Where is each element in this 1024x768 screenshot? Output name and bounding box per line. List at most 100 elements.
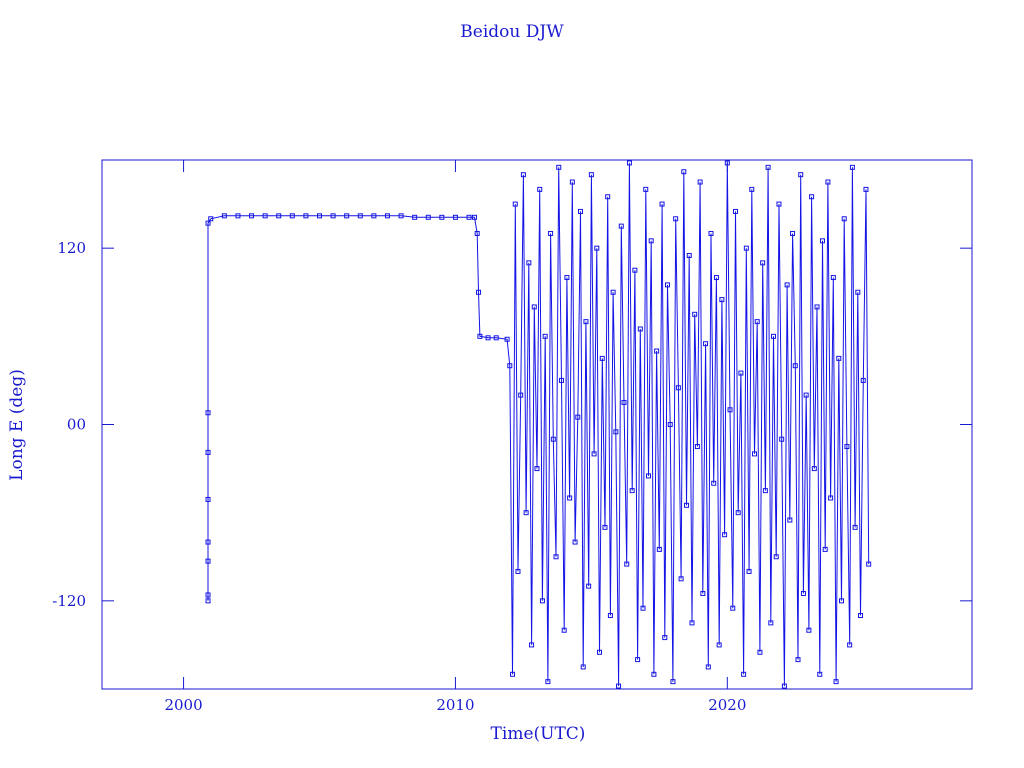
data-point xyxy=(412,214,418,220)
data-point xyxy=(575,414,581,420)
data-point xyxy=(724,160,730,166)
data-point xyxy=(330,213,336,219)
data-point xyxy=(466,214,472,220)
data-point xyxy=(752,451,757,457)
data-point xyxy=(659,201,665,207)
data-point xyxy=(637,326,643,332)
data-point xyxy=(844,444,850,450)
data-point xyxy=(289,213,295,219)
data-point xyxy=(675,385,681,391)
data-point xyxy=(398,213,404,219)
data-point xyxy=(819,238,825,244)
data-point xyxy=(841,216,847,222)
data-point xyxy=(645,473,651,479)
data-point xyxy=(719,297,725,303)
data-point xyxy=(779,436,785,442)
data-point xyxy=(667,422,673,427)
data-point xyxy=(768,620,774,626)
data-point xyxy=(588,172,594,178)
data-point xyxy=(344,213,350,219)
data-point xyxy=(357,213,363,219)
data-point xyxy=(765,164,771,170)
data-point xyxy=(632,267,638,273)
data-point xyxy=(586,583,592,589)
data-point xyxy=(262,213,268,219)
data-point xyxy=(564,275,570,281)
data-point xyxy=(697,179,703,185)
data-point xyxy=(303,213,309,219)
data-point xyxy=(599,355,605,361)
data-point xyxy=(493,335,499,341)
data-point xyxy=(749,186,755,192)
data-point xyxy=(798,172,804,178)
data-point xyxy=(629,488,635,494)
data-point xyxy=(743,245,749,251)
x-tick-label: 2010 xyxy=(436,696,474,714)
data-point xyxy=(673,216,679,222)
data-point xyxy=(539,598,545,604)
data-point xyxy=(811,466,817,472)
data-point xyxy=(471,214,477,220)
data-point xyxy=(317,213,322,219)
data-point xyxy=(771,333,777,339)
data-point xyxy=(640,605,646,611)
y-tick-label: 120 xyxy=(57,239,86,257)
data-point xyxy=(866,561,872,567)
data-point xyxy=(855,289,861,295)
data-point xyxy=(762,488,768,494)
data-point xyxy=(208,216,214,222)
y-tick-label: -120 xyxy=(52,592,86,610)
data-point xyxy=(613,429,619,435)
data-point xyxy=(847,642,853,648)
data-point xyxy=(858,613,864,619)
data-point xyxy=(651,671,657,677)
data-point xyxy=(583,319,589,325)
data-point xyxy=(792,363,798,369)
data-point xyxy=(205,449,211,455)
data-point xyxy=(681,169,687,175)
data-point xyxy=(806,627,812,633)
data-point xyxy=(569,179,575,185)
data-point xyxy=(727,407,733,413)
data-point xyxy=(833,679,839,685)
data-point xyxy=(784,282,790,288)
data-point xyxy=(787,517,793,523)
data-point xyxy=(504,336,510,342)
data-point xyxy=(594,245,600,251)
data-point xyxy=(602,524,608,530)
data-point xyxy=(534,466,540,472)
data-point xyxy=(708,230,714,236)
data-point xyxy=(567,495,573,501)
data-point xyxy=(781,683,787,689)
data-point xyxy=(839,598,844,604)
data-point xyxy=(822,546,828,552)
data-point xyxy=(665,282,670,288)
data-point xyxy=(205,410,211,416)
data-point xyxy=(545,679,551,685)
data-point xyxy=(836,355,842,361)
x-tick-label: 2020 xyxy=(708,696,746,714)
data-point xyxy=(830,275,836,281)
data-point xyxy=(621,399,627,405)
data-point xyxy=(849,164,855,170)
data-point xyxy=(474,230,480,236)
data-point xyxy=(790,230,796,236)
data-point xyxy=(580,664,586,670)
data-point xyxy=(591,451,597,457)
data-point xyxy=(686,253,692,259)
data-point xyxy=(662,635,668,641)
y-axis-label: Long E (deg) xyxy=(7,369,27,481)
data-point xyxy=(809,194,815,200)
data-point xyxy=(852,524,858,530)
data-point xyxy=(597,649,603,655)
data-point xyxy=(738,370,744,376)
data-point xyxy=(705,664,711,670)
x-tick-label: 2000 xyxy=(164,696,202,714)
data-point xyxy=(656,546,662,552)
data-point xyxy=(531,304,537,310)
data-point xyxy=(624,561,630,567)
data-point xyxy=(795,657,801,663)
data-point xyxy=(371,213,377,219)
data-point xyxy=(205,496,211,502)
